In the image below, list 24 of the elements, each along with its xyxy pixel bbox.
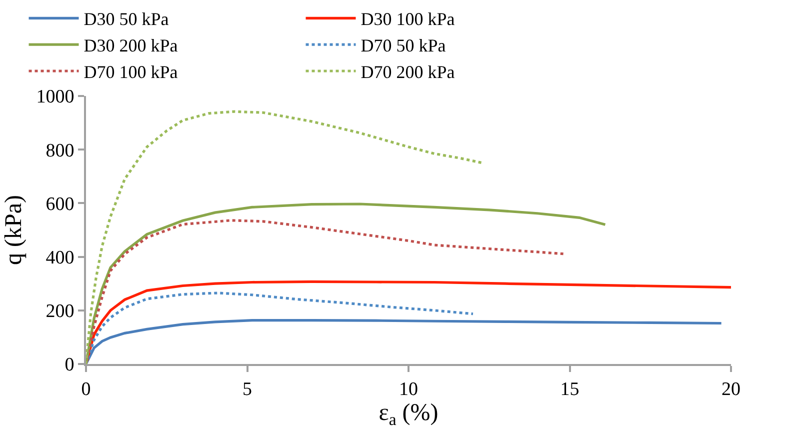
x-axis-title: ε$_{a}$ (%): [378, 400, 438, 429]
y-axis-title: q (kPa): [0, 195, 27, 265]
y-tick-label: 400: [46, 247, 74, 268]
line-series: [86, 202, 607, 364]
y-tick-label: 800: [46, 140, 74, 162]
legend-label: D70 50 kPa: [360, 36, 446, 56]
y-tick-label: 200: [46, 301, 74, 322]
legend-label: D30 200 kPa: [84, 36, 178, 56]
x-tick-label: 10: [399, 378, 418, 400]
line-series: [86, 219, 565, 364]
x-tick-label: 20: [722, 378, 740, 400]
legend-label: D70 200 kPa: [360, 62, 455, 82]
legend-label: D30 50 kPa: [84, 9, 169, 30]
line-series: [86, 292, 474, 364]
x-tick-label: 5: [242, 378, 252, 400]
y-tick-label: 1000: [36, 86, 74, 108]
x-tick-label: 15: [560, 378, 580, 400]
x-tick-label: 0: [81, 378, 91, 400]
legend-label: D30 100 kPa: [360, 9, 455, 30]
y-tick-label: 600: [46, 194, 74, 215]
y-tick-label: 0: [64, 354, 74, 376]
line-series: [86, 110, 484, 364]
line-series: [86, 319, 723, 364]
legend-label: D70 100 kPa: [84, 62, 178, 82]
